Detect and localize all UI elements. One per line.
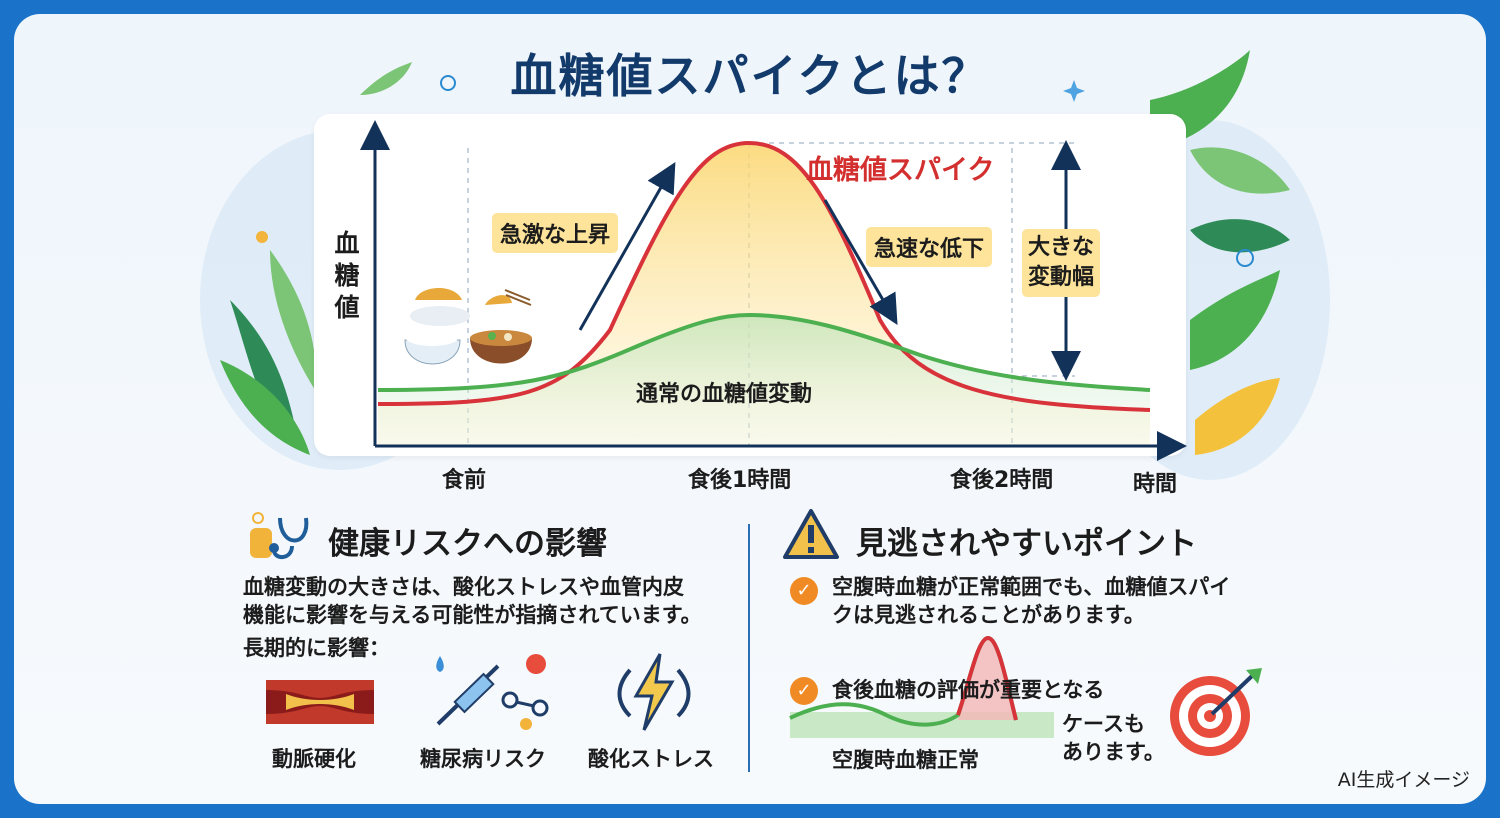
syringe-molecule-icon: [436, 654, 549, 730]
fasting-normal-label: 空腹時血糖正常: [832, 748, 979, 772]
leaf-icon: [1190, 147, 1290, 194]
normal-series-label: 通常の血糖値変動: [636, 382, 813, 407]
mini-spike-diagram: [789, 635, 1054, 738]
page-title: 血糖値スパイクとは？: [510, 49, 990, 103]
section-divider: [748, 524, 750, 772]
left-body-line: 血糖変動の大きさは、酸化ストレスや血管内皮: [243, 575, 684, 599]
case-line: あります。: [1062, 740, 1165, 764]
fall-arrow: [823, 199, 898, 325]
y-axis-label-char: 値: [334, 293, 360, 322]
item-oxidative-label: 酸化ストレス: [588, 747, 714, 771]
artery-icon: [266, 680, 374, 724]
x-tick-1h: 食後1時間: [688, 468, 792, 493]
ai-credit: AI生成イメージ: [1337, 769, 1470, 791]
long-term-label: 長期的に影響：: [243, 636, 390, 660]
case-text: ケースも あります。: [1062, 710, 1165, 766]
point2-text: 食後血糖の評価が重要となる: [832, 678, 1105, 702]
leaf-icon: [220, 360, 310, 455]
amplitude-label-line: 変動幅: [1028, 265, 1095, 290]
spike-series-label: 血糖値スパイク: [806, 155, 995, 186]
spike-curve: [377, 140, 1151, 412]
item-diabetes-label: 糖尿病リスク: [420, 747, 546, 771]
case-line: ケースも: [1062, 712, 1145, 736]
check-icon: ✓: [790, 577, 818, 605]
sparkle-icon: [1063, 80, 1085, 102]
x-tick-2h: 食後2時間: [950, 468, 1054, 493]
meal-icon: [404, 287, 532, 365]
leaf-icon: [1190, 270, 1280, 370]
leaf-icon: [270, 250, 316, 390]
point1-line: 空腹時血糖が正常範囲でも、血糖値スパイ: [832, 575, 1231, 599]
check-icon: ✓: [790, 677, 818, 705]
left-body-line: 機能に影響を与える可能性が指摘されています。: [243, 603, 702, 627]
warning-icon: [783, 509, 839, 559]
point1-line: クは見逃されることがあります。: [832, 603, 1145, 627]
leaf-icon: [1190, 219, 1290, 253]
rise-label: 急激な上昇: [492, 213, 619, 253]
item-artery-label: 動脈硬化: [272, 747, 356, 771]
y-axis-label: 血 糖 値: [330, 228, 364, 324]
fall-label: 急速な低下: [866, 227, 993, 267]
left-body: 血糖変動の大きさは、酸化ストレスや血管内皮 機能に影響を与える可能性が指摘されて…: [243, 573, 702, 629]
amplitude-label: 大きな 変動幅: [1022, 229, 1101, 297]
amplitude-label-line: 大きな: [1028, 235, 1095, 260]
lightning-icon: [617, 653, 691, 731]
leaf-icon: [360, 62, 412, 95]
target-icon: [1170, 668, 1262, 756]
point1-text: 空腹時血糖が正常範囲でも、血糖値スパイ クは見逃されることがあります。: [832, 573, 1230, 629]
x-axis-label: 時間: [1133, 472, 1178, 497]
y-axis-label-char: 血: [334, 229, 360, 258]
left-heading: 健康リスクへの影響: [328, 526, 607, 562]
leaf-icon: [1195, 378, 1280, 455]
stethoscope-icon: [250, 512, 309, 559]
normal-curve: [377, 312, 1151, 392]
rise-arrow: [578, 161, 676, 331]
right-heading: 見逃されやすいポイント: [856, 526, 1197, 562]
y-axis-label-char: 糖: [334, 261, 360, 290]
x-tick-before-meal: 食前: [442, 468, 487, 493]
